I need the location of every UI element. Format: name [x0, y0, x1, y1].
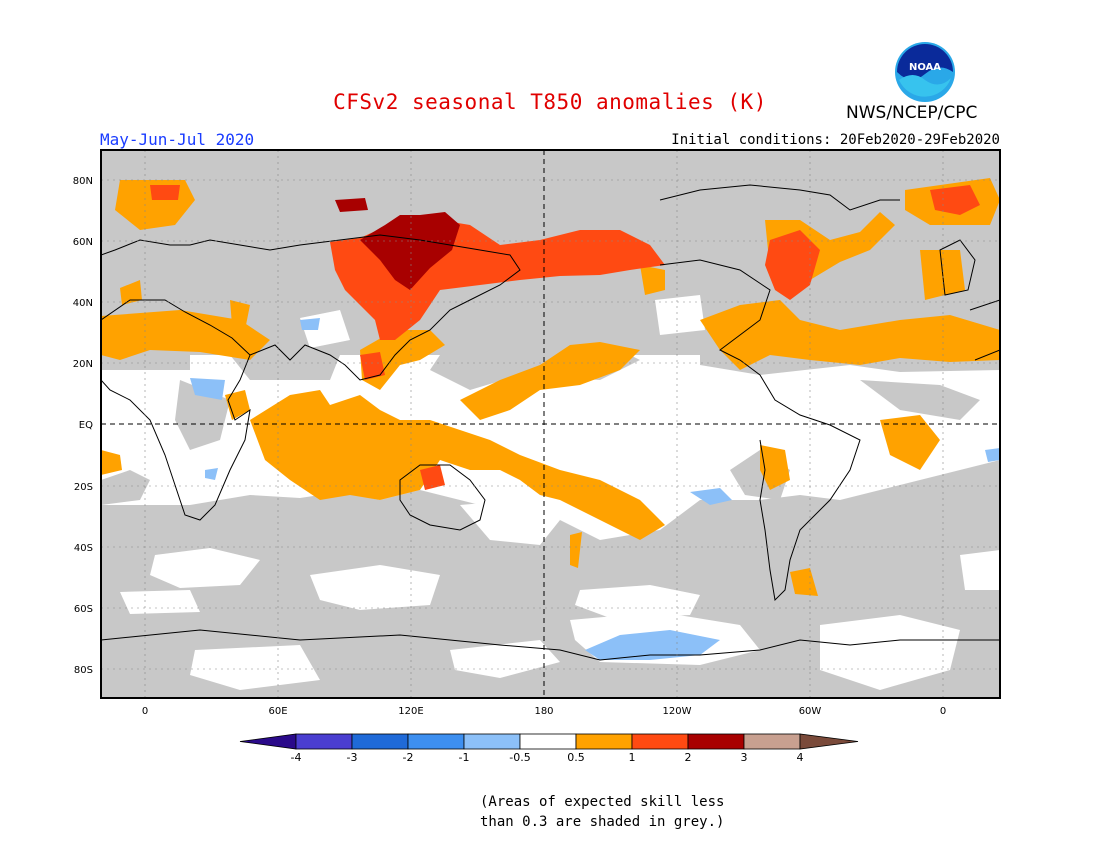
noaa-logo: NOAA	[893, 40, 957, 108]
lon-label: 180	[534, 706, 553, 717]
lon-label: 60E	[268, 706, 287, 717]
colorbar-segment	[295, 733, 353, 750]
colorbar-segment	[407, 733, 465, 750]
colorbar-label: -4	[291, 751, 302, 764]
colorbar-segment	[743, 733, 801, 750]
lon-label: 120E	[398, 706, 423, 717]
agency-label: NWS/NCEP/CPC	[846, 103, 978, 123]
lat-label: 40S	[74, 543, 93, 554]
lat-label: 80S	[74, 665, 93, 676]
initial-conditions-label: Initial conditions: 20Feb2020-29Feb2020	[671, 132, 1000, 148]
colorbar-segment	[575, 733, 633, 750]
colorbar-segment	[631, 733, 689, 750]
equator-dateline	[101, 150, 1000, 698]
lon-labels: 0 60E 120E 180 120W 60W 0	[142, 706, 946, 717]
skill-note-line: (Areas of expected skill less	[480, 794, 725, 810]
lon-label: 120W	[663, 706, 692, 717]
lat-labels: 80N 60N 40N 20N EQ 20S 40S 60S 80S	[73, 176, 93, 676]
anomaly-0.5-1	[101, 178, 1000, 596]
colorbar-label: -0.5	[509, 751, 530, 764]
anomaly-2-3	[335, 198, 460, 290]
colorbar-label: -1	[459, 751, 470, 764]
lat-label: 20S	[74, 482, 93, 493]
colorbar-segment	[519, 733, 577, 750]
skill-note: (Areas of expected skill less than 0.3 a…	[480, 792, 724, 832]
season-label: May-Jun-Jul 2020	[100, 130, 255, 149]
gridlines	[101, 150, 1000, 698]
lat-label: 60S	[74, 604, 93, 615]
colorbar-arrow-high	[799, 733, 859, 750]
map-title: CFSv2 seasonal T850 anomalies (K)	[333, 90, 767, 114]
colorbar-label: -3	[347, 751, 358, 764]
lat-label: 40N	[73, 298, 93, 309]
lat-label: 80N	[73, 176, 93, 187]
lat-label: 60N	[73, 237, 93, 248]
anomaly-neg0.5-neg1	[190, 318, 1000, 660]
lat-label: EQ	[79, 420, 93, 431]
colorbar-segment	[351, 733, 409, 750]
colorbar-label: -2	[403, 751, 414, 764]
lon-label: 60W	[799, 706, 822, 717]
colorbar: -4 -3 -2 -1 -0.5 0.5 1 2 3 4	[239, 733, 859, 764]
colorbar-label: 2	[685, 751, 692, 764]
colorbar-label: 1	[629, 751, 636, 764]
colorbar-label: 3	[741, 751, 748, 764]
map-field	[101, 150, 1000, 698]
colorbar-segment	[687, 733, 745, 750]
lon-label: 0	[940, 706, 946, 717]
coastlines	[101, 184, 1000, 661]
lon-label: 0	[142, 706, 148, 717]
lat-label: 20N	[73, 359, 93, 370]
colorbar-label: 4	[797, 751, 804, 764]
colorbar-segment	[463, 733, 521, 750]
colorbar-arrow-low	[239, 733, 297, 750]
skill-note-line: than 0.3 are shaded in grey.)	[480, 814, 725, 830]
map-frame	[100, 149, 1001, 699]
logo-text: NOAA	[909, 62, 941, 73]
colorbar-label: 0.5	[567, 751, 585, 764]
